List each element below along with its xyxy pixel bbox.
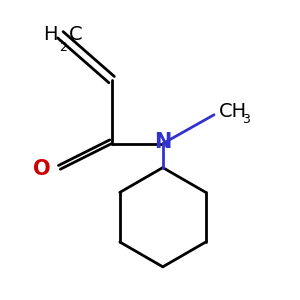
- Text: CH: CH: [219, 102, 247, 121]
- Text: 2: 2: [59, 41, 67, 54]
- Text: H: H: [43, 25, 57, 44]
- Text: C: C: [68, 25, 82, 44]
- Text: 3: 3: [242, 113, 250, 126]
- Text: O: O: [33, 159, 51, 179]
- Text: N: N: [154, 132, 172, 152]
